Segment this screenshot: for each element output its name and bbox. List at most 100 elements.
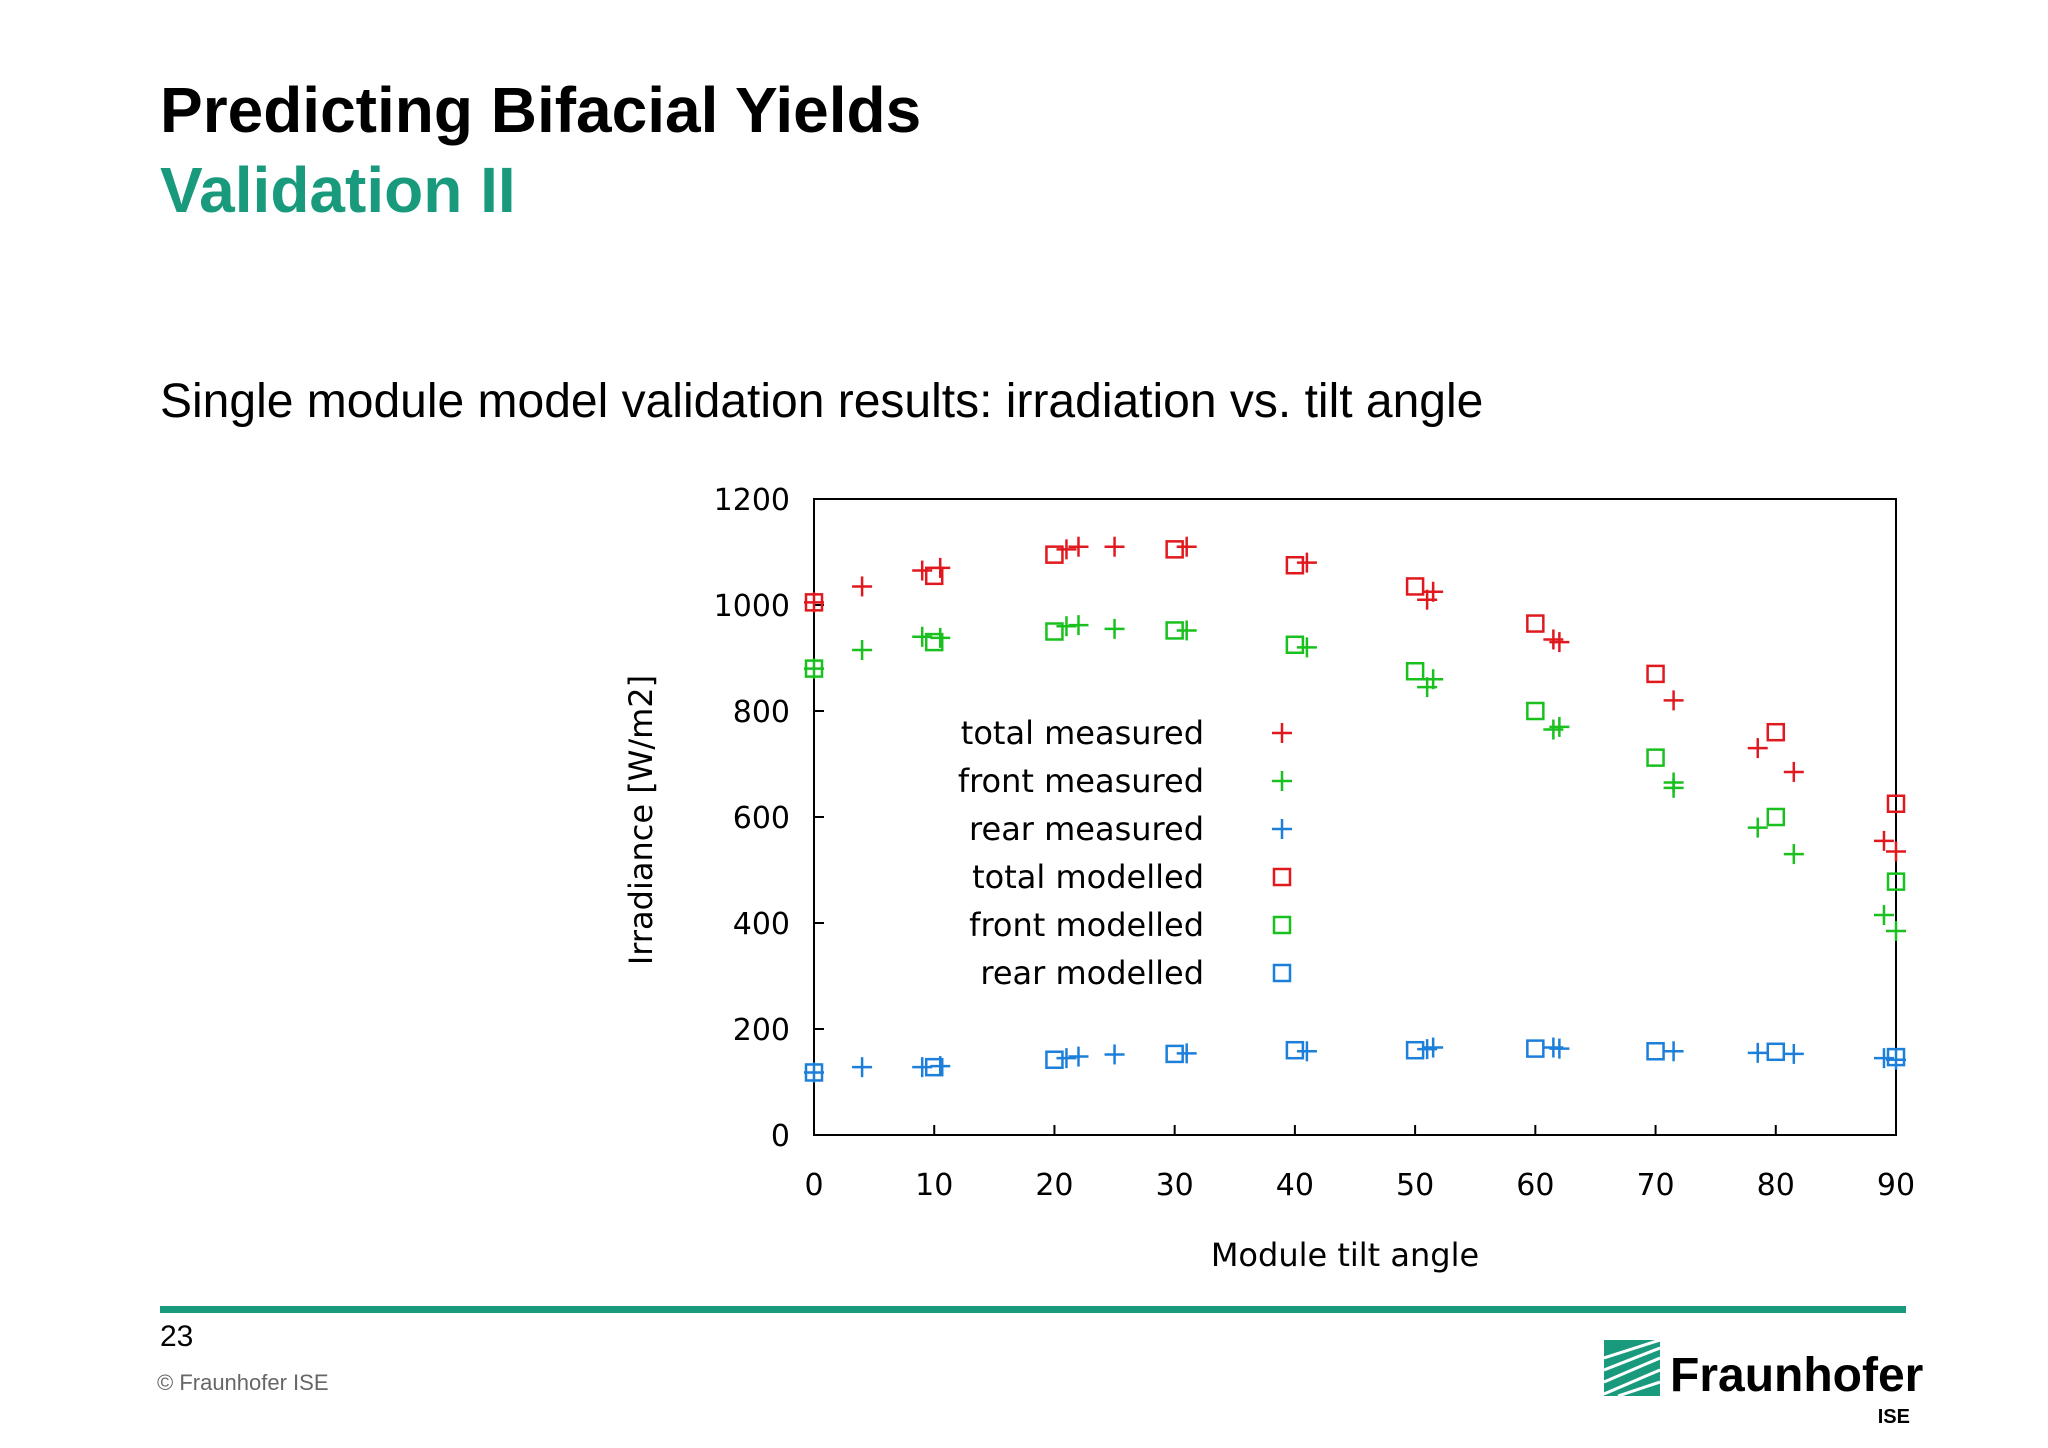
data-point	[1886, 1049, 1906, 1070]
data-point	[1296, 552, 1317, 573]
y-tick-label: 400	[733, 907, 790, 942]
data-point	[1165, 621, 1184, 640]
data-point	[1663, 772, 1684, 793]
axes: 0 10 20 30 40 50 60 70 80 90 0 200 400 600 800 1000 1200	[714, 483, 1915, 1203]
y-tick-label: 600	[733, 801, 790, 836]
y-tick-label: 800	[733, 695, 790, 730]
data-point	[1296, 637, 1317, 658]
data-point	[1068, 536, 1089, 557]
data-point	[1285, 556, 1305, 575]
data-point	[1766, 722, 1786, 742]
series-total-modelled	[804, 540, 1906, 813]
data-point	[1646, 1042, 1665, 1061]
x-tick-label: 30	[1156, 1168, 1194, 1203]
data-point	[1766, 1042, 1786, 1062]
data-point	[912, 1057, 933, 1078]
data-point	[804, 659, 824, 678]
legend-label: rear measured	[969, 810, 1204, 848]
data-point	[1176, 620, 1197, 641]
series-rear-measured	[804, 1037, 1906, 1083]
series-front-modelled	[804, 621, 1906, 891]
data-point	[1526, 701, 1545, 721]
logo-sub: ISE	[1877, 1406, 1910, 1428]
data-point	[1285, 1040, 1305, 1060]
data-point	[912, 626, 933, 647]
legend: total measured front measured rear measure…	[958, 714, 1292, 992]
data-point	[1296, 1041, 1317, 1062]
footer-divider	[160, 1306, 1906, 1313]
data-point	[1056, 539, 1077, 560]
data-point	[912, 560, 933, 581]
y-axis-label: Irradiance [W/m2]	[622, 675, 660, 965]
fraunhofer-logo-icon	[1604, 1340, 1660, 1396]
y-tick-label: 1200	[714, 483, 790, 518]
data-point	[1549, 716, 1570, 737]
fraunhofer-logo: Fraunhofer ISE	[1604, 1340, 1923, 1430]
x-tick-label: 10	[915, 1168, 953, 1203]
logo-name: Fraunhofer	[1670, 1349, 1924, 1402]
data-point	[1068, 615, 1089, 636]
data-point	[1783, 844, 1804, 865]
data-point	[1663, 1041, 1684, 1062]
legend-marker	[1272, 771, 1292, 791]
legend-label: total measured	[961, 714, 1204, 752]
data-point	[1873, 830, 1894, 851]
data-point	[1423, 1037, 1444, 1058]
y-tick-label: 200	[733, 1013, 790, 1048]
legend-marker	[1272, 723, 1292, 743]
data-point	[1747, 1042, 1768, 1063]
page-number: 23	[160, 1320, 194, 1353]
data-point	[1045, 1050, 1064, 1069]
lead-text: Single module model validation results: …	[160, 375, 1484, 428]
data-point	[1747, 738, 1768, 759]
data-point	[1886, 920, 1906, 941]
data-point	[1104, 536, 1125, 557]
data-point	[1783, 761, 1804, 782]
data-point	[1886, 872, 1906, 891]
data-point	[924, 566, 944, 586]
legend-label: front modelled	[969, 906, 1204, 944]
x-axis-label: Module tilt angle	[1211, 1236, 1479, 1274]
data-point	[804, 1063, 824, 1082]
legend-marker	[1272, 867, 1292, 887]
data-point	[804, 1062, 824, 1083]
y-tick-label: 1000	[714, 589, 790, 624]
legend-marker	[1272, 819, 1292, 839]
x-tick-label: 90	[1877, 1168, 1915, 1203]
x-tick-label: 70	[1636, 1168, 1674, 1203]
data-point	[1526, 614, 1545, 633]
data-point	[1423, 581, 1444, 602]
data-point	[1873, 1048, 1894, 1069]
data-point	[1056, 1048, 1077, 1069]
data-point	[924, 1057, 944, 1077]
data-point	[1886, 794, 1906, 813]
data-point	[852, 1057, 873, 1078]
data-point	[1886, 1047, 1906, 1067]
legend-marker	[1272, 915, 1292, 935]
data-point	[924, 632, 944, 652]
data-point	[1165, 540, 1184, 559]
data-point	[1526, 1039, 1545, 1058]
x-tick-label: 50	[1396, 1168, 1434, 1203]
legend-label: rear modelled	[980, 954, 1204, 992]
data-point	[1549, 632, 1570, 653]
data-marks	[804, 536, 1906, 1083]
data-point	[1405, 662, 1425, 681]
y-tick-label: 0	[771, 1119, 790, 1154]
data-point	[1104, 1044, 1125, 1065]
x-tick-label: 0	[804, 1168, 823, 1203]
data-point	[1873, 905, 1894, 926]
data-point	[1663, 690, 1684, 711]
data-point	[852, 640, 873, 661]
x-tick-label: 60	[1516, 1168, 1554, 1203]
data-point	[1068, 1046, 1089, 1067]
data-point	[1549, 1038, 1570, 1059]
data-point	[1405, 1040, 1425, 1060]
data-point	[1285, 635, 1305, 654]
data-point	[1405, 577, 1425, 596]
data-point	[1176, 536, 1197, 557]
legend-label: total modelled	[972, 858, 1204, 896]
data-point	[1646, 748, 1665, 767]
series-rear-modelled	[804, 1039, 1906, 1082]
x-tick-label: 40	[1276, 1168, 1314, 1203]
